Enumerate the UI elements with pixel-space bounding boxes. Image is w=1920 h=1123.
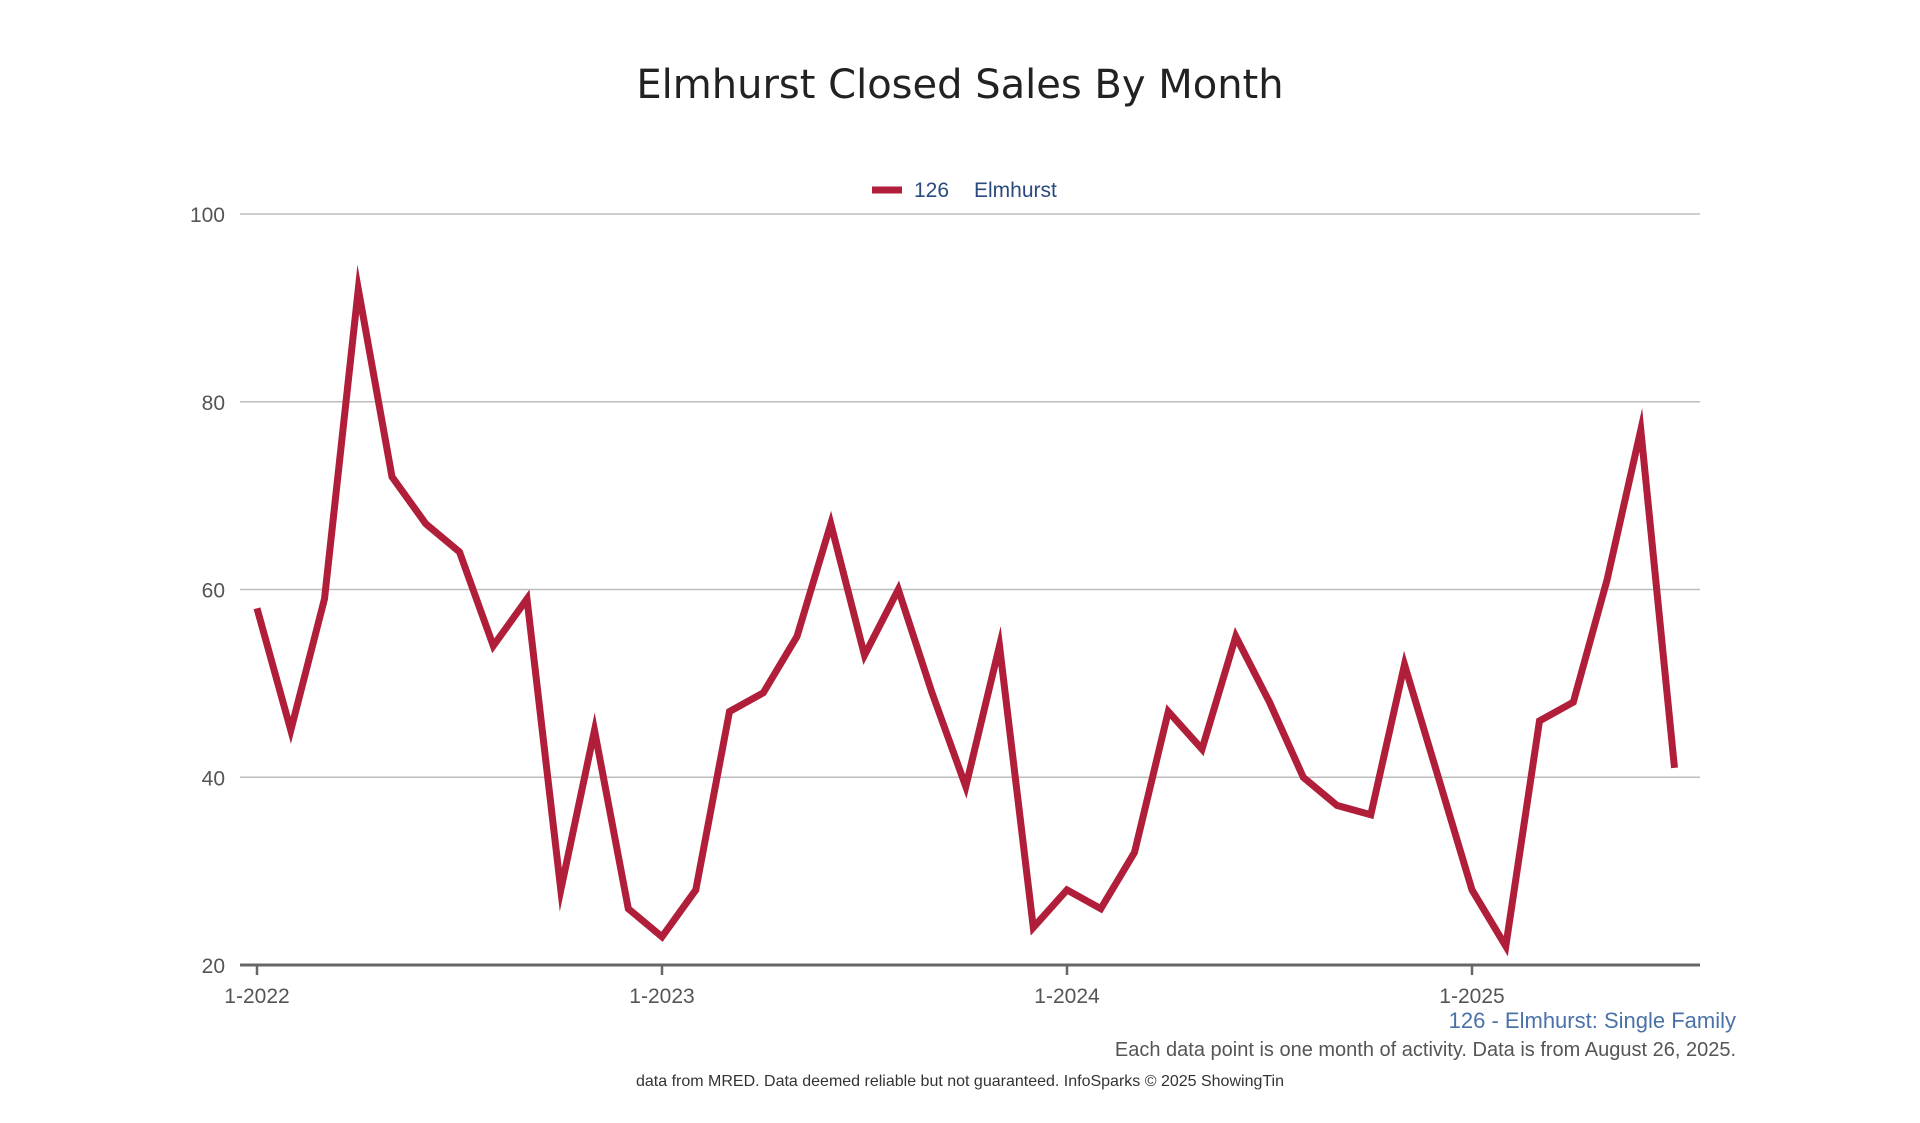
data-note: Each data point is one month of activity… (1114, 1039, 1736, 1061)
y-tick-label: 80 (202, 392, 225, 415)
x-axis-ticks: 1-2022 1-2023 1-2024 1-2025 (224, 965, 1505, 1008)
legend-code: 126 (914, 179, 949, 202)
series-line (253, 264, 1678, 957)
x-tick-label: 1-2025 (1439, 985, 1504, 1008)
x-tick-label: 1-2023 (629, 985, 694, 1008)
chart-title: Elmhurst Closed Sales By Month (636, 62, 1284, 108)
gridlines (240, 213, 1700, 778)
y-tick-label: 100 (190, 204, 225, 227)
y-axis-ticks: 100 80 60 40 20 (190, 204, 225, 978)
y-tick-label: 40 (202, 767, 225, 790)
y-tick-label: 60 (202, 580, 225, 603)
data-credit: data from MRED. Data deemed reliable but… (635, 1073, 1284, 1090)
x-tick-label: 1-2024 (1034, 985, 1100, 1008)
x-tick-label: 1-2022 (224, 985, 289, 1008)
series-lines (253, 264, 1678, 957)
legend: 126 Elmhurst (872, 179, 1057, 202)
y-tick-label: 20 (202, 955, 225, 978)
chart-subtitle: 126 - Elmhurst: Single Family (1448, 1008, 1736, 1033)
legend-label: Elmhurst (974, 179, 1057, 202)
